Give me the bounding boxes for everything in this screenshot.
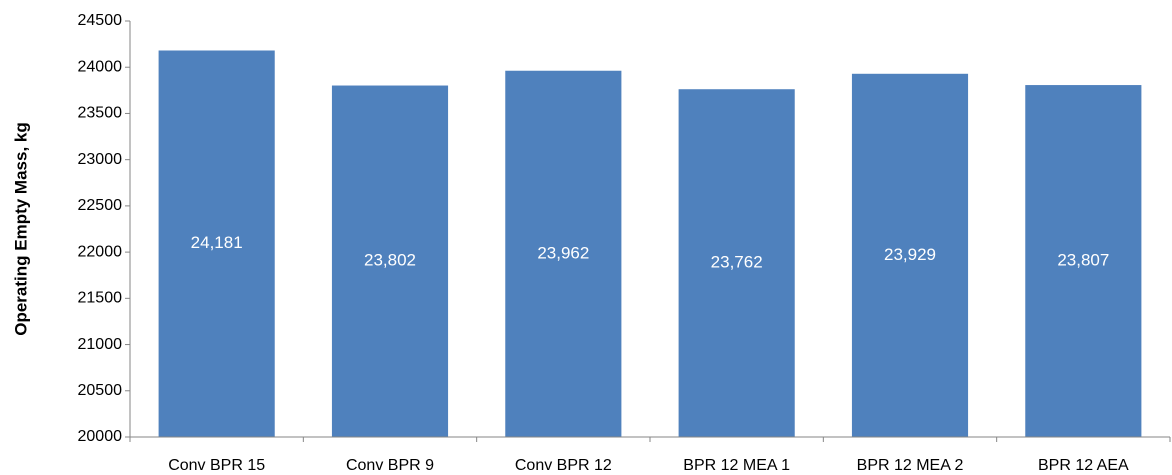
x-tick-label: BPR 12 AEA xyxy=(1038,457,1129,474)
x-tick-label: Conv BPR 9 xyxy=(346,457,434,474)
x-tick-label: Conv BPR 15 xyxy=(168,457,265,474)
bar xyxy=(505,70,622,437)
y-tick-label: 21000 xyxy=(78,336,123,353)
y-axis-label: Operating Empty Mass, kg xyxy=(11,122,30,336)
value-label: 23,807 xyxy=(1057,251,1109,270)
bar xyxy=(1025,85,1142,438)
y-tick-label: 20000 xyxy=(78,428,123,445)
y-tick-label: 24000 xyxy=(78,58,123,75)
y-tick-label: 22500 xyxy=(78,197,123,214)
value-label: 23,962 xyxy=(537,243,589,262)
y-tick-label: 21500 xyxy=(78,290,123,307)
bar xyxy=(851,73,969,438)
y-tick-label: 23500 xyxy=(78,105,123,122)
x-tick-label: Conv BPR 12 xyxy=(515,457,612,474)
bar xyxy=(678,89,795,437)
value-label: 23,762 xyxy=(711,253,763,272)
y-tick-label: 23000 xyxy=(78,151,123,168)
bar xyxy=(331,85,449,438)
x-tick-label: BPR 12 MEA 1 xyxy=(683,457,790,474)
value-label: 23,802 xyxy=(364,251,416,270)
x-tick-label: BPR 12 MEA 2 xyxy=(857,457,964,474)
y-tick-label: 20500 xyxy=(78,382,123,399)
bar xyxy=(158,50,275,437)
value-label: 24,181 xyxy=(191,233,243,252)
y-tick-label: 22000 xyxy=(78,243,123,260)
value-label: 23,929 xyxy=(884,245,936,264)
y-tick-label: 24500 xyxy=(78,12,123,29)
